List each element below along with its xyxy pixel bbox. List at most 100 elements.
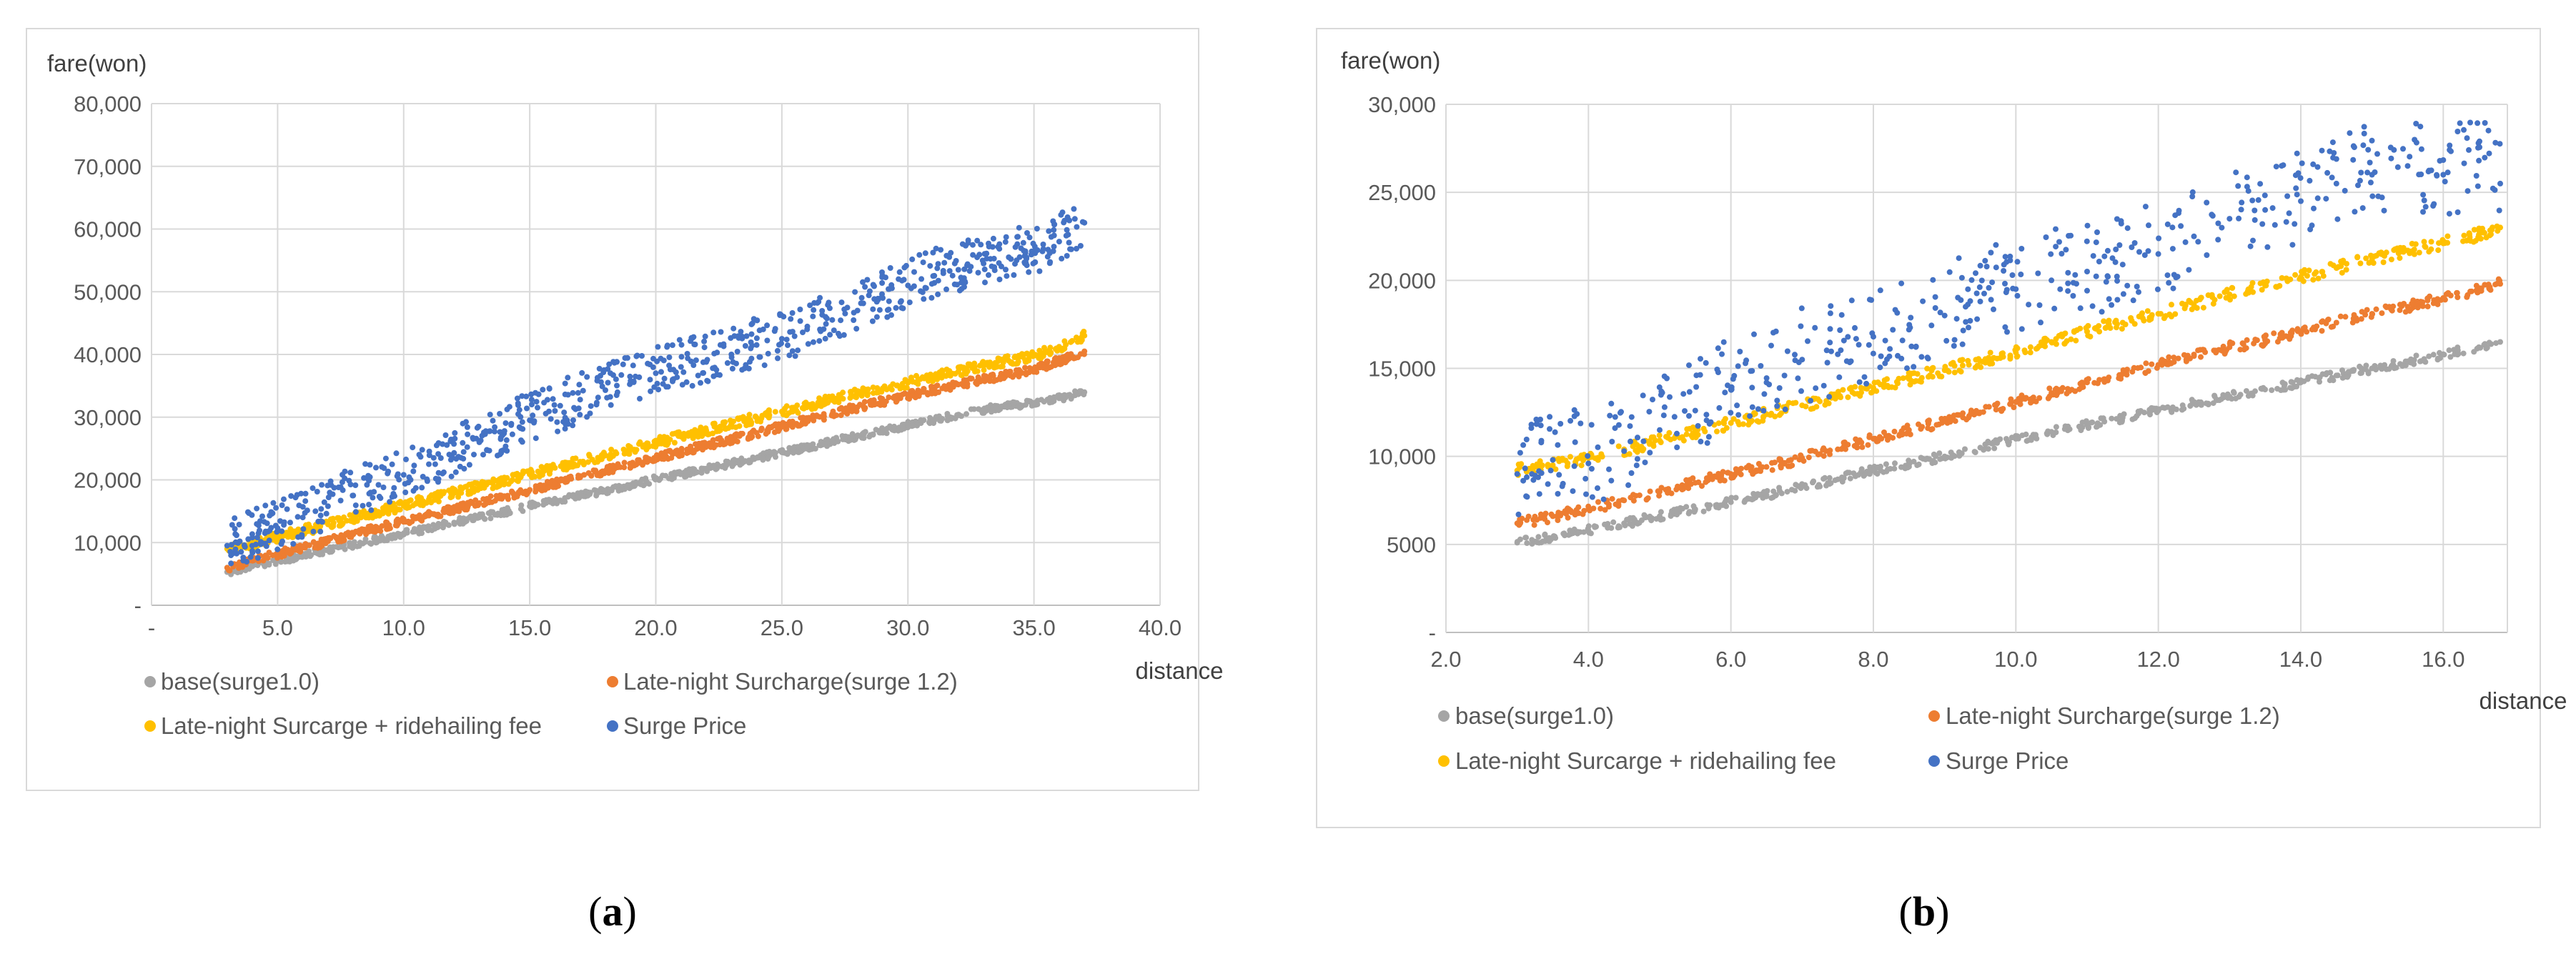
scatter-point: [1951, 343, 1957, 349]
scatter-point: [249, 542, 255, 549]
data-point: [1621, 520, 1628, 527]
data-point: [955, 267, 961, 273]
scatter-point: [844, 406, 851, 412]
data-point: [981, 362, 987, 369]
scatter-point: [2231, 293, 2237, 299]
scatter-point: [480, 429, 487, 436]
scatter-point: [385, 470, 391, 477]
scatter-point: [1883, 461, 1889, 467]
scatter-point: [2114, 324, 2119, 331]
data-point: [451, 490, 457, 496]
scatter-point: [753, 335, 760, 342]
scatter-point: [487, 412, 493, 418]
scatter-point: [741, 459, 747, 465]
scatter-point: [1787, 463, 1793, 469]
scatter-point: [774, 347, 781, 354]
scatter-point: [2362, 366, 2369, 372]
scatter-point: [776, 342, 782, 348]
scatter-point: [565, 374, 571, 381]
scatter-point: [2407, 154, 2413, 160]
scatter-point: [1650, 397, 1655, 403]
scatter-point: [1592, 455, 1598, 462]
scatter-point: [660, 453, 667, 459]
scatter-point: [1887, 346, 1893, 352]
scatter-point: [1991, 306, 1996, 312]
scatter-point: [2229, 340, 2236, 347]
scatter-point: [562, 380, 568, 387]
data-point: [1977, 409, 1983, 416]
scatter-point: [460, 439, 466, 446]
scatter-point: [773, 421, 779, 427]
scatter-point: [314, 489, 320, 495]
scatter-point: [764, 322, 771, 329]
data-point: [274, 525, 281, 532]
data-point: [628, 482, 634, 488]
scatter-point: [325, 482, 331, 489]
scatter-point: [909, 422, 916, 428]
scatter-point: [331, 485, 337, 491]
scatter-point: [853, 408, 860, 414]
scatter-point: [497, 495, 503, 502]
data-point: [804, 444, 811, 450]
scatter-point: [742, 343, 748, 349]
data-point: [501, 428, 507, 434]
data-point: [2262, 387, 2269, 393]
scatter-point: [1597, 505, 1604, 512]
scatter-point: [288, 493, 294, 500]
scatter-point: [1067, 339, 1074, 345]
scatter-point: [772, 409, 778, 415]
scatter-point: [2422, 243, 2428, 249]
scatter-point: [1994, 400, 2001, 407]
scatter-point: [1851, 470, 1857, 477]
scatter-point: [876, 307, 883, 313]
scatter-point: [1991, 439, 1998, 446]
legend-marker: [144, 720, 156, 732]
scatter-point: [2169, 409, 2175, 415]
scatter-point: [898, 298, 904, 304]
scatter-point: [991, 364, 997, 371]
scatter-point: [1686, 426, 1693, 432]
scatter-point: [2486, 150, 2492, 156]
scatter-point: [317, 528, 324, 535]
data-point: [527, 417, 533, 424]
scatter-point: [2104, 377, 2111, 384]
data-point: [854, 433, 861, 439]
scatter-point: [783, 337, 790, 343]
scatter-point: [897, 385, 903, 392]
scatter-point: [1615, 503, 1622, 509]
scatter-point: [1608, 477, 1615, 484]
scatter-point: [948, 249, 954, 256]
scatter-point: [663, 472, 669, 479]
scatter-point: [287, 526, 294, 532]
scatter-point: [810, 313, 816, 319]
scatter-point: [921, 417, 927, 424]
scatter-point: [695, 372, 701, 379]
scatter-point: [2238, 207, 2244, 213]
scatter-point: [1628, 495, 1634, 501]
scatter-point: [1668, 490, 1675, 497]
scatter-point: [970, 252, 976, 258]
legend-label: Late-night Surcharge(surge 1.2): [623, 668, 958, 695]
scatter-point: [613, 359, 620, 365]
x-tick-label: 20.0: [634, 615, 677, 640]
scatter-point: [1982, 441, 1988, 447]
scatter-point: [766, 425, 772, 432]
data-point: [628, 446, 634, 452]
scatter-point: [954, 282, 961, 288]
scatter-point: [1805, 454, 1812, 461]
data-point: [287, 555, 293, 562]
data-point: [224, 542, 230, 549]
data-point: [1006, 254, 1012, 260]
scatter-point: [862, 284, 868, 290]
scatter-point: [1047, 394, 1053, 401]
scatter-point: [1911, 370, 1917, 377]
scatter-point: [1609, 496, 1615, 502]
scatter-point: [735, 416, 742, 422]
scatter-point: [2000, 350, 2006, 357]
scatter-point: [568, 464, 574, 470]
scatter-point: [2306, 267, 2312, 274]
scatter-point: [2386, 366, 2392, 372]
scatter-point: [936, 389, 942, 395]
scatter-point: [464, 507, 470, 513]
scatter-point: [986, 364, 992, 370]
